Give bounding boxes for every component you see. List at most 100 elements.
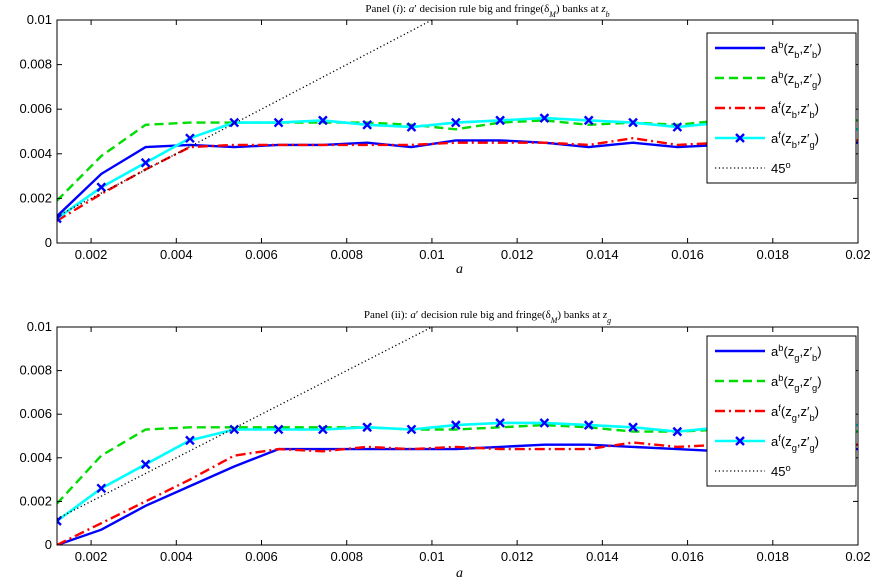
series-marker [140, 157, 151, 168]
panel-1: Panel (i): a′ decision rule big and frin… [19, 3, 870, 277]
legend-box [706, 335, 857, 487]
legend-entry: 45o [715, 160, 791, 176]
marker-stroke [273, 117, 284, 128]
series-marker [318, 424, 328, 435]
legend-label: af(zb,z′b) [771, 100, 819, 120]
legend-entry: af(zb,z′b) [715, 100, 819, 120]
y-tick-label: 0.01 [27, 12, 52, 27]
x-tick-label: 0.012 [501, 549, 534, 564]
x-tick-label: 0.01 [419, 549, 444, 564]
y-tick-label: 0.004 [19, 146, 52, 161]
y-tick-label: 0.008 [19, 57, 52, 72]
series-marker [628, 422, 638, 433]
x-tick-label: 0.008 [330, 549, 363, 564]
chart-title: Panel (ii): a′ decision rule big and fri… [364, 309, 611, 325]
marker-stroke [185, 133, 195, 144]
x-axis-label: a [456, 262, 463, 277]
x-tick-label: 0.006 [245, 549, 278, 564]
plot-frame [56, 326, 859, 546]
legend-label: ab(zg,z′b) [771, 343, 822, 363]
x-tick-label: 0.014 [586, 549, 619, 564]
legend-entry: 45o [715, 463, 791, 479]
series-marker [362, 119, 373, 130]
series-marker [185, 133, 195, 144]
legend-label: ab(zb,z′b) [771, 40, 822, 60]
series-marker [495, 115, 505, 126]
series-line-5 [57, 20, 434, 217]
y-tick-label: 0 [45, 235, 52, 250]
marker-stroke [96, 182, 107, 193]
legend-label: ab(zb,z′g) [771, 70, 822, 90]
legend-label: ab(zg,z′g) [771, 373, 822, 393]
x-tick-label: 0.004 [160, 549, 193, 564]
marker-stroke [57, 213, 62, 221]
series-marker [406, 424, 417, 435]
marker-stroke [96, 483, 107, 494]
marker-stroke [185, 435, 195, 446]
marker-stroke [450, 420, 461, 430]
chart-title: Panel (i): a′ decision rule big and frin… [365, 3, 609, 19]
marker-stroke [318, 115, 328, 126]
series-marker [57, 213, 62, 224]
x-tick-label: 0.01 [419, 247, 444, 262]
series-line-1 [57, 443, 858, 545]
series-marker [495, 418, 505, 428]
series-marker [96, 182, 107, 193]
x-tick-label: 0.02 [845, 549, 870, 564]
series-marker [318, 115, 328, 126]
marker-stroke [57, 516, 62, 523]
x-tick-label: 0.006 [245, 247, 278, 262]
legend-entry: ab(zb,z′g) [715, 70, 822, 90]
x-tick-label: 0.014 [586, 247, 619, 262]
series-marker [450, 420, 461, 430]
series-marker [273, 117, 284, 128]
x-tick-label: 0.008 [330, 247, 363, 262]
marker-stroke [406, 424, 417, 435]
series-marker [362, 422, 373, 433]
marker-stroke [583, 420, 594, 430]
marker-stroke [539, 113, 550, 123]
series-marker [583, 115, 594, 126]
legend-label: af(zg,z′b) [771, 403, 819, 423]
panel-2: Panel (ii): a′ decision rule big and fri… [19, 309, 870, 581]
marker-stroke [628, 117, 638, 128]
legend: ab(zb,z′b) ab(zb,z′g) af(zb,z′b) af(zb,z′g)… [706, 32, 857, 184]
y-tick-label: 0.01 [27, 319, 52, 334]
marker-stroke [539, 418, 550, 428]
y-tick-label: 0.006 [19, 101, 52, 116]
series-marker [583, 420, 594, 430]
x-tick-label: 0.016 [671, 247, 704, 262]
series-marker [539, 418, 550, 428]
legend-label: 45o [771, 463, 791, 479]
series-marker [406, 122, 417, 132]
legend-label: af(zb,z′g) [771, 130, 819, 150]
x-axis-label: a [456, 566, 463, 581]
legend-marker [735, 133, 745, 143]
x-tick-label: 0.018 [757, 247, 790, 262]
marker-stroke [273, 424, 284, 435]
legend-entry: af(zg,z′b) [715, 403, 819, 423]
marker-stroke [362, 422, 373, 433]
series-marker [96, 483, 107, 494]
marker-stroke [495, 418, 505, 428]
x-tick-label: 0.004 [160, 247, 193, 262]
x-tick-label: 0.012 [501, 247, 534, 262]
series-marker [539, 113, 550, 123]
x-tick-label: 0.002 [75, 549, 108, 564]
x-tick-label: 0.016 [671, 549, 704, 564]
marker-stroke [229, 117, 240, 128]
series-marker [140, 459, 151, 470]
legend-box [706, 32, 857, 184]
y-tick-label: 0.002 [19, 190, 52, 205]
marker-stroke [495, 115, 505, 126]
series-marker [628, 117, 638, 128]
series-marker [273, 424, 284, 435]
series-group [57, 20, 858, 224]
x-tick-label: 0.018 [757, 549, 790, 564]
legend: ab(zg,z′b) ab(zg,z′g) af(zg,z′b) af(zg,z′g)… [706, 335, 857, 487]
marker-stroke [628, 422, 638, 433]
marker-stroke [672, 426, 683, 437]
legend-marker [735, 436, 745, 446]
series-marker [450, 117, 461, 128]
marker-stroke [583, 115, 594, 126]
